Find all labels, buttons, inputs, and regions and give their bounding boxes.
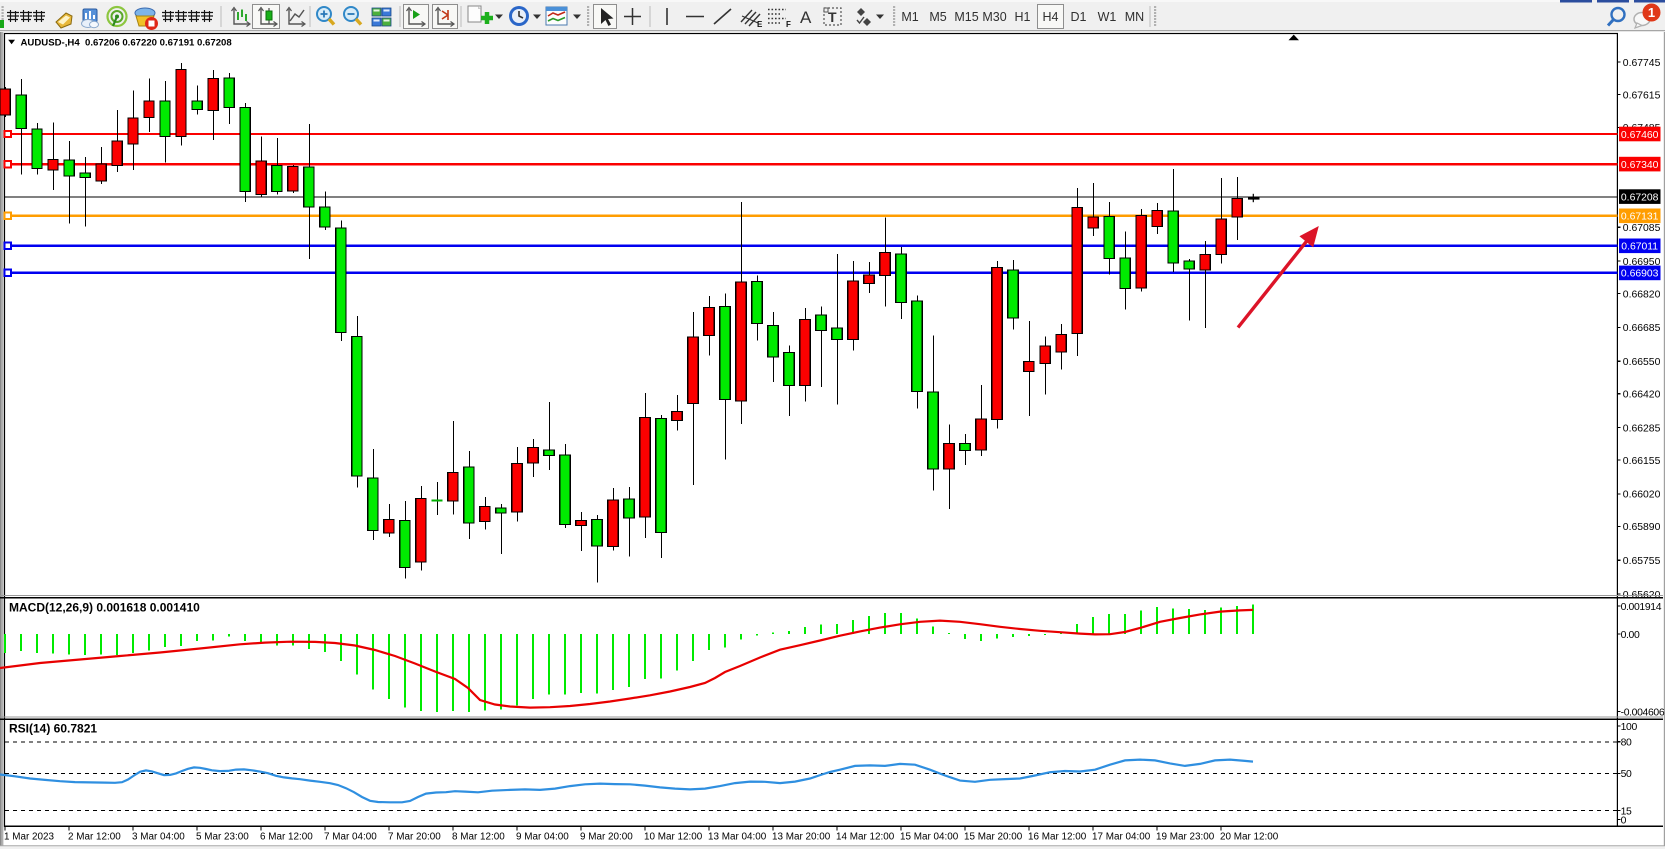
svg-text:5 Mar 23:00: 5 Mar 23:00 xyxy=(196,832,249,843)
svg-text:15 Mar 20:00: 15 Mar 20:00 xyxy=(964,832,1023,843)
svg-text:0.66285: 0.66285 xyxy=(1623,423,1661,434)
svg-text:0: 0 xyxy=(1621,815,1627,826)
svg-text:MACD(12,26,9) 0.001618 0.00141: MACD(12,26,9) 0.001618 0.001410 xyxy=(9,601,200,615)
svg-text:20 Mar 12:00: 20 Mar 12:00 xyxy=(1220,832,1279,843)
svg-text:14 Mar 12:00: 14 Mar 12:00 xyxy=(836,832,895,843)
svg-text:F: F xyxy=(786,20,791,29)
svg-text:0.67745: 0.67745 xyxy=(1623,58,1661,69)
svg-text:19 Mar 23:00: 19 Mar 23:00 xyxy=(1156,832,1215,843)
svg-text:RSI(14) 60.7821: RSI(14) 60.7821 xyxy=(9,722,97,736)
svg-text:0.67460: 0.67460 xyxy=(1621,130,1659,141)
svg-text:100: 100 xyxy=(1621,722,1638,733)
svg-text:9 Mar 20:00: 9 Mar 20:00 xyxy=(580,832,633,843)
svg-text:8 Mar 12:00: 8 Mar 12:00 xyxy=(452,832,505,843)
svg-text:-0.004606: -0.004606 xyxy=(1621,707,1665,718)
svg-text:10 Mar 12:00: 10 Mar 12:00 xyxy=(644,832,703,843)
svg-text:9 Mar 04:00: 9 Mar 04:00 xyxy=(516,832,569,843)
svg-text:0.66155: 0.66155 xyxy=(1623,456,1661,467)
svg-text:0.65890: 0.65890 xyxy=(1623,522,1661,533)
svg-text:M15: M15 xyxy=(954,10,978,24)
svg-text:15 Mar 04:00: 15 Mar 04:00 xyxy=(900,832,959,843)
svg-text:0.65755: 0.65755 xyxy=(1623,556,1661,567)
svg-text:15: 15 xyxy=(1621,806,1632,817)
svg-text:7 Mar 04:00: 7 Mar 04:00 xyxy=(324,832,377,843)
svg-text:M5: M5 xyxy=(929,10,946,24)
svg-text:2 Mar 12:00: 2 Mar 12:00 xyxy=(68,832,121,843)
svg-text:0.001914: 0.001914 xyxy=(1621,602,1662,613)
svg-text:0.66820: 0.66820 xyxy=(1623,289,1661,300)
svg-text:MN: MN xyxy=(1125,10,1144,24)
svg-text:3 Mar 04:00: 3 Mar 04:00 xyxy=(132,832,185,843)
svg-text:7 Mar 20:00: 7 Mar 20:00 xyxy=(388,832,441,843)
svg-text:W1: W1 xyxy=(1098,10,1117,24)
svg-text:1: 1 xyxy=(1648,5,1655,20)
svg-text:0.67340: 0.67340 xyxy=(1621,160,1659,171)
svg-text:0.00: 0.00 xyxy=(1621,630,1640,641)
svg-text:0.67085: 0.67085 xyxy=(1623,223,1661,234)
svg-text:D1: D1 xyxy=(1071,10,1087,24)
svg-text:80: 80 xyxy=(1621,738,1632,749)
svg-text:E: E xyxy=(757,20,763,29)
svg-text:0.66020: 0.66020 xyxy=(1623,490,1661,501)
svg-text:0.66950: 0.66950 xyxy=(1623,257,1661,268)
svg-text:A: A xyxy=(800,8,812,27)
svg-text:M1: M1 xyxy=(901,10,918,24)
svg-text:50: 50 xyxy=(1621,769,1632,780)
svg-text:M30: M30 xyxy=(982,10,1006,24)
svg-text:0.66903: 0.66903 xyxy=(1621,269,1659,280)
svg-text:0.67131: 0.67131 xyxy=(1621,212,1659,223)
svg-text:AUDUSD-,H4 0.67206 0.67220 0.: AUDUSD-,H4 0.67206 0.67220 0.67191 0.672… xyxy=(21,37,233,48)
svg-text:13 Mar 20:00: 13 Mar 20:00 xyxy=(772,832,831,843)
svg-text:T: T xyxy=(828,9,837,25)
svg-text:0.67208: 0.67208 xyxy=(1621,192,1659,203)
svg-text:16 Mar 12:00: 16 Mar 12:00 xyxy=(1028,832,1087,843)
svg-text:6 Mar 12:00: 6 Mar 12:00 xyxy=(260,832,313,843)
svg-text:1 Mar 2023: 1 Mar 2023 xyxy=(4,832,54,843)
svg-text:0.66685: 0.66685 xyxy=(1623,323,1661,334)
svg-text:17 Mar 04:00: 17 Mar 04:00 xyxy=(1092,832,1151,843)
svg-text:0.66420: 0.66420 xyxy=(1623,390,1661,401)
svg-text:13 Mar 04:00: 13 Mar 04:00 xyxy=(708,832,767,843)
svg-text:0.67011: 0.67011 xyxy=(1621,242,1658,253)
svg-text:H4: H4 xyxy=(1043,10,1059,24)
svg-text:H1: H1 xyxy=(1015,10,1031,24)
svg-text:0.67615: 0.67615 xyxy=(1623,90,1661,101)
svg-text:0.66550: 0.66550 xyxy=(1623,357,1661,368)
